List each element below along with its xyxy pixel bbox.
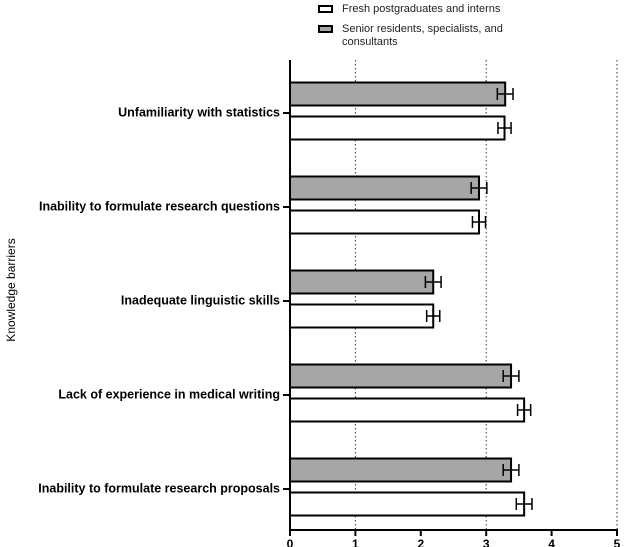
error-bar: [496, 88, 514, 100]
y-tick-label: Lack of experience in medical writing: [58, 387, 280, 401]
bar: [289, 397, 526, 423]
x-tick-label: 4: [548, 537, 555, 547]
error-bar: [471, 216, 487, 228]
error-bar: [424, 276, 442, 288]
y-tick-label: Inability to formulate research proposal…: [38, 481, 280, 495]
bar: [289, 269, 435, 295]
error-bar: [502, 464, 520, 476]
error-bar: [497, 122, 512, 134]
error-bar: [425, 310, 441, 322]
x-tick-label: 3: [483, 537, 490, 547]
bar: [289, 175, 481, 201]
bar: [289, 491, 526, 517]
error-bar: [502, 370, 520, 382]
bar: [289, 81, 507, 107]
legend-swatch: [318, 25, 333, 33]
error-bar: [516, 404, 532, 416]
bar: [289, 457, 513, 483]
legend-label: Fresh postgraduates and interns: [342, 3, 501, 15]
x-tick-label: 5: [614, 537, 621, 547]
x-tick-label: 0: [287, 537, 294, 547]
bar: [289, 303, 435, 329]
bar: [289, 115, 506, 141]
y-tick-label: Inadequate linguistic skills: [121, 293, 280, 307]
error-bar: [470, 182, 488, 194]
legend-swatch: [318, 5, 333, 13]
legend-label: Senior residents, specialists, and consu…: [342, 23, 503, 48]
x-tick-label: 2: [417, 537, 424, 547]
y-tick-label: Inability to formulate research question…: [39, 199, 280, 213]
bar: [289, 209, 481, 235]
y-tick-label: Unfamiliarity with statistics: [118, 105, 280, 119]
error-bar: [515, 498, 533, 510]
y-axis-label: Knowledge barriers: [4, 238, 18, 341]
bar: [289, 363, 513, 389]
x-tick-label: 1: [352, 537, 359, 547]
